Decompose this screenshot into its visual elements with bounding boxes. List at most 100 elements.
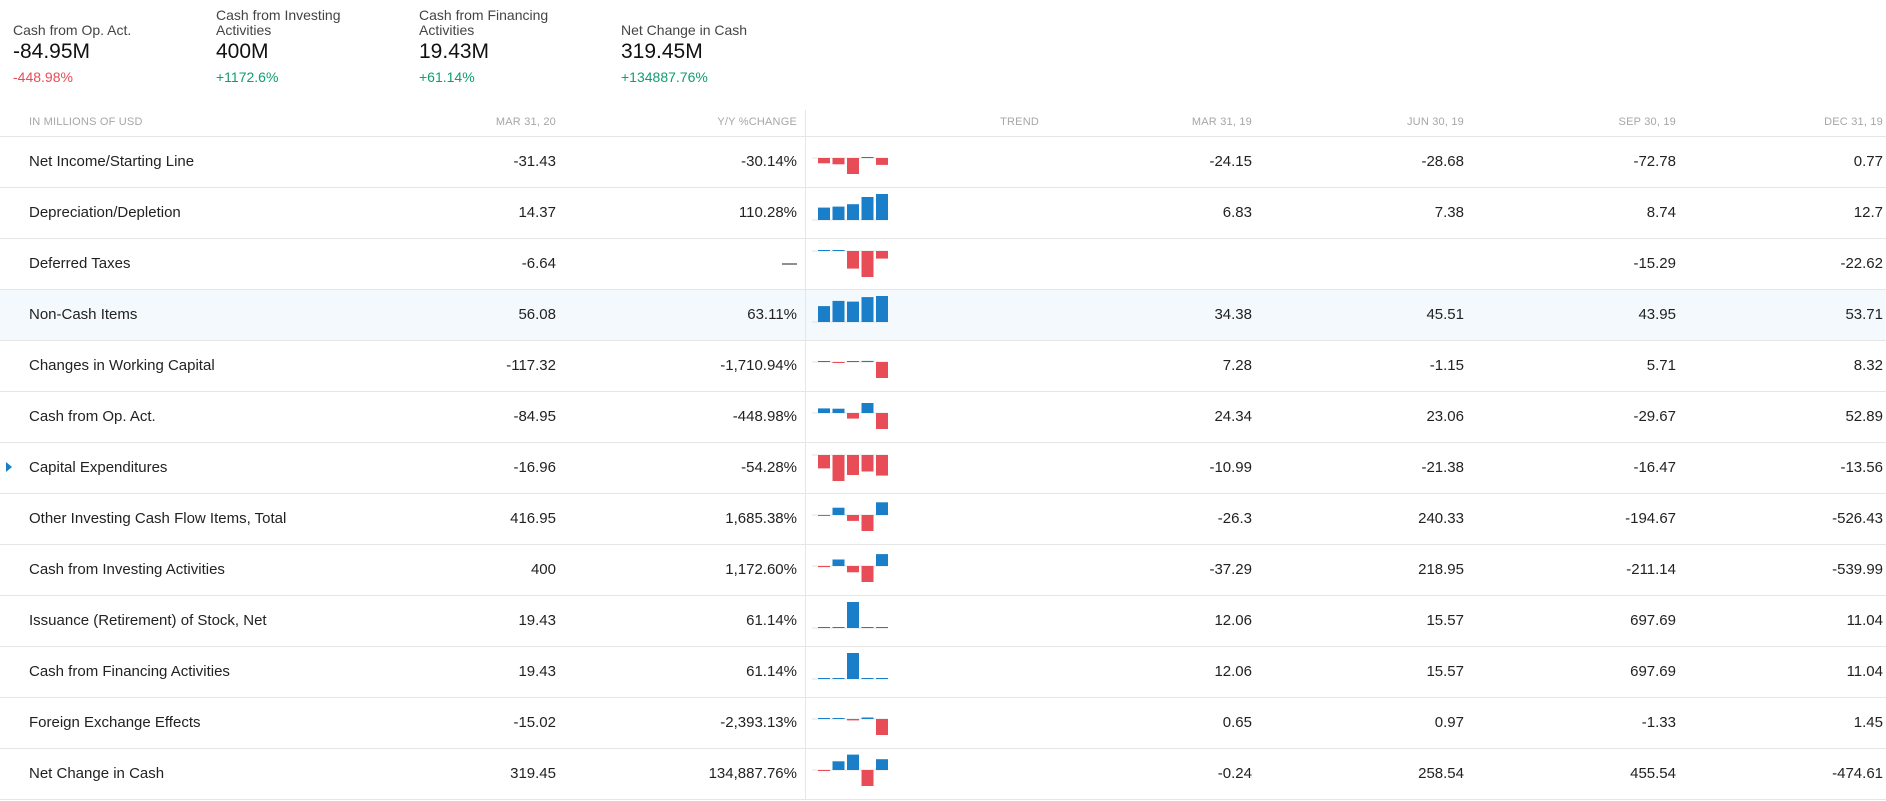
trend-bar	[832, 158, 845, 165]
table-row[interactable]: Capital Expenditures -16.96 -54.28% -10.99 -…	[0, 443, 1886, 494]
trend-sparkline	[812, 602, 888, 629]
expand-triangle-icon[interactable]	[6, 462, 12, 472]
trend-bar	[847, 158, 859, 174]
cell-dec19: 53.71	[1845, 306, 1883, 323]
trend-bar	[876, 627, 888, 628]
cell-sep19: -29.67	[1633, 408, 1676, 425]
header-sep19[interactable]: SEP 30, 19	[1618, 116, 1676, 128]
trend-bar	[861, 515, 874, 531]
cell-mar19: 24.34	[1214, 408, 1252, 425]
trend-bar	[818, 250, 830, 251]
summary-card-net-change: Net Change in Cash 319.45M +134887.76%	[621, 6, 811, 86]
cell-mar20: -16.96	[513, 459, 556, 476]
trend-bar	[861, 770, 874, 786]
trend-bar	[847, 566, 859, 573]
trend-bar	[818, 455, 830, 469]
cell-mar20: -84.95	[513, 408, 556, 425]
trend-bar	[861, 360, 874, 362]
cell-dec19: 52.89	[1845, 408, 1883, 425]
table-row: Foreign Exchange Effects -15.02 -2,393.13%…	[0, 698, 1886, 749]
trend-bar	[832, 408, 845, 413]
summary-card-change: +134887.76%	[621, 69, 708, 85]
table-row: Cash from Investing Activities 400 1,172.6…	[0, 545, 1886, 596]
trend-bar	[832, 507, 845, 515]
trend-sparkline	[812, 360, 888, 378]
column-divider	[805, 392, 806, 442]
trend-bar	[832, 761, 845, 770]
cell-jun19: 218.95	[1418, 561, 1464, 578]
header-dec19[interactable]: DEC 31, 19	[1824, 116, 1883, 128]
cell-mar19: 12.06	[1214, 663, 1252, 680]
trend-bar	[876, 455, 888, 476]
cell-jun19: -21.38	[1421, 459, 1464, 476]
trend-bar	[832, 206, 845, 220]
trend-bar	[876, 554, 888, 566]
trend-bar	[876, 759, 888, 770]
trend-sparkline	[812, 157, 888, 174]
trend-sparkline	[812, 554, 888, 582]
trend-bar	[832, 678, 845, 679]
header-mar19[interactable]: MAR 31, 19	[1191, 116, 1252, 128]
header-trend: TREND	[1000, 116, 1039, 128]
cell-jun19: -1.15	[1429, 357, 1464, 374]
table-row: Changes in Working Capital -117.32 -1,710.…	[0, 341, 1886, 392]
header-jun19[interactable]: JUN 30, 19	[1406, 116, 1464, 128]
cell-sep19: -1.33	[1641, 714, 1676, 731]
trend-bar	[818, 207, 830, 220]
table-body: Net Income/Starting Line -31.43 -30.14% -24…	[0, 137, 1886, 800]
trend-bar	[876, 296, 888, 322]
summary-card-label: Cash from Investing Activities	[216, 7, 341, 38]
cell-dec19: -539.99	[1832, 561, 1883, 578]
table-row: Issuance (Retirement) of Stock, Net 19.43…	[0, 596, 1886, 647]
cell-yoy: 61.14%	[746, 663, 797, 680]
column-divider	[805, 290, 806, 340]
cell-mar19: -26.3	[1217, 510, 1252, 527]
cell-mar19: -10.99	[1209, 459, 1252, 476]
cell-yoy: 134,887.76%	[708, 765, 797, 782]
cell-sep19: -15.29	[1633, 255, 1676, 272]
trend-bar	[876, 251, 888, 259]
cell-jun19: 15.57	[1426, 663, 1464, 680]
column-divider	[805, 443, 806, 493]
cell-sep19: 5.71	[1646, 357, 1676, 374]
header-yoy[interactable]: Y/Y %CHANGE	[717, 116, 797, 128]
cell-sep19: -16.47	[1633, 459, 1676, 476]
trend-bar	[818, 361, 830, 362]
trend-bar	[832, 627, 845, 628]
table-row: Cash from Op. Act. -84.95 -448.98% 24.34 23.…	[0, 392, 1886, 443]
trend-bar	[832, 362, 845, 363]
row-label: Non-Cash Items	[29, 306, 138, 323]
summary-card-change: +1172.6%	[216, 69, 279, 85]
column-divider	[805, 749, 806, 799]
cell-jun19: 45.51	[1426, 306, 1464, 323]
cell-jun19: 258.54	[1418, 765, 1464, 782]
column-divider	[805, 545, 806, 595]
summary-card-investing: Cash from Investing Activities 400M +117…	[216, 6, 366, 86]
trend-bar	[861, 403, 874, 413]
cell-dec19: 11.04	[1846, 612, 1883, 629]
header-mar20[interactable]: MAR 31, 20	[495, 116, 556, 128]
trend-bar	[861, 627, 874, 628]
summary-card-label: Cash from Op. Act.	[13, 22, 132, 38]
summary-card-op-act: Cash from Op. Act. -84.95M -448.98%	[13, 6, 203, 86]
cell-jun19: 240.33	[1418, 510, 1464, 527]
trend-bar	[818, 718, 830, 719]
trend-bar	[876, 719, 888, 735]
table-row: Net Income/Starting Line -31.43 -30.14% -24…	[0, 137, 1886, 188]
cell-sep19: 697.69	[1630, 612, 1676, 629]
trend-bar	[832, 718, 845, 719]
cell-mar20: 19.43	[518, 663, 556, 680]
cell-mar20: -6.64	[521, 255, 556, 272]
cell-mar20: 400	[530, 561, 556, 578]
trend-bar	[818, 306, 830, 322]
cell-dec19: -22.62	[1840, 255, 1883, 272]
trend-bar	[847, 413, 859, 419]
cell-yoy: -30.14%	[741, 153, 797, 170]
trend-sparkline	[812, 403, 888, 429]
cell-sep19: 697.69	[1630, 663, 1676, 680]
cell-yoy: 1,172.60%	[725, 561, 797, 578]
table-row: Deferred Taxes -6.64 — -15.29 -22.62	[0, 239, 1886, 290]
cell-mar20: 56.08	[518, 306, 556, 323]
row-label: Capital Expenditures	[29, 459, 168, 476]
